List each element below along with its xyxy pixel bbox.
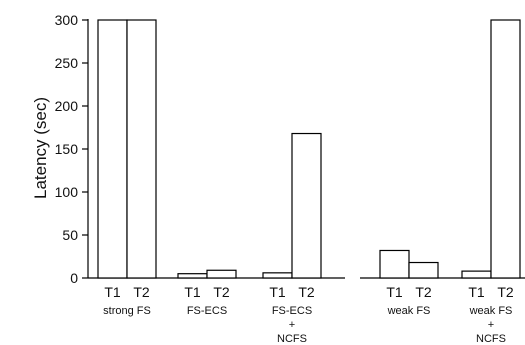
group-label: NCFS — [476, 333, 506, 345]
bar — [490, 19, 521, 279]
bar-category-label: T1 — [104, 284, 121, 300]
y-tick-label: 50 — [62, 227, 78, 243]
y-tick-label: 100 — [55, 184, 79, 200]
bar-category-label: T1 — [269, 284, 286, 300]
group-label: strong FS — [103, 305, 151, 317]
bar-category-label: T2 — [213, 284, 230, 300]
bar-category-label: T2 — [415, 284, 432, 300]
y-tick-label: 300 — [55, 12, 79, 28]
bar-category-label: T2 — [298, 284, 315, 300]
y-tick-label: 0 — [70, 270, 78, 286]
bar — [126, 19, 157, 279]
group-label: + — [488, 319, 494, 331]
y-tick-label: 250 — [55, 55, 79, 71]
y-tick-label: 150 — [55, 141, 79, 157]
y-axis-label: Latency (sec) — [31, 97, 50, 199]
bar — [379, 249, 410, 279]
bar — [177, 273, 208, 279]
group-label: NCFS — [277, 333, 307, 345]
bar — [408, 261, 439, 279]
group-label: weak FS — [387, 305, 431, 317]
bars — [97, 19, 521, 279]
x-labels: T1 T2 strong FS T1 T2 FS-ECS T1 T2 FS-ECS + NCFS T1… — [103, 284, 514, 345]
bar-category-label: T2 — [133, 284, 150, 300]
y-tick-label: 200 — [55, 98, 79, 114]
group-label: weak FS — [469, 305, 513, 317]
group-label: FS-ECS — [272, 305, 312, 317]
bar-category-label: T1 — [386, 284, 403, 300]
bar-category-label: T1 — [468, 284, 485, 300]
group-label: FS-ECS — [187, 305, 227, 317]
bar — [97, 19, 128, 279]
bar-category-label: T1 — [184, 284, 201, 300]
bar — [206, 269, 237, 279]
bar — [291, 132, 322, 279]
bar-category-label: T2 — [497, 284, 514, 300]
bar — [262, 272, 293, 279]
group-label: + — [289, 319, 295, 331]
bar — [461, 270, 492, 279]
